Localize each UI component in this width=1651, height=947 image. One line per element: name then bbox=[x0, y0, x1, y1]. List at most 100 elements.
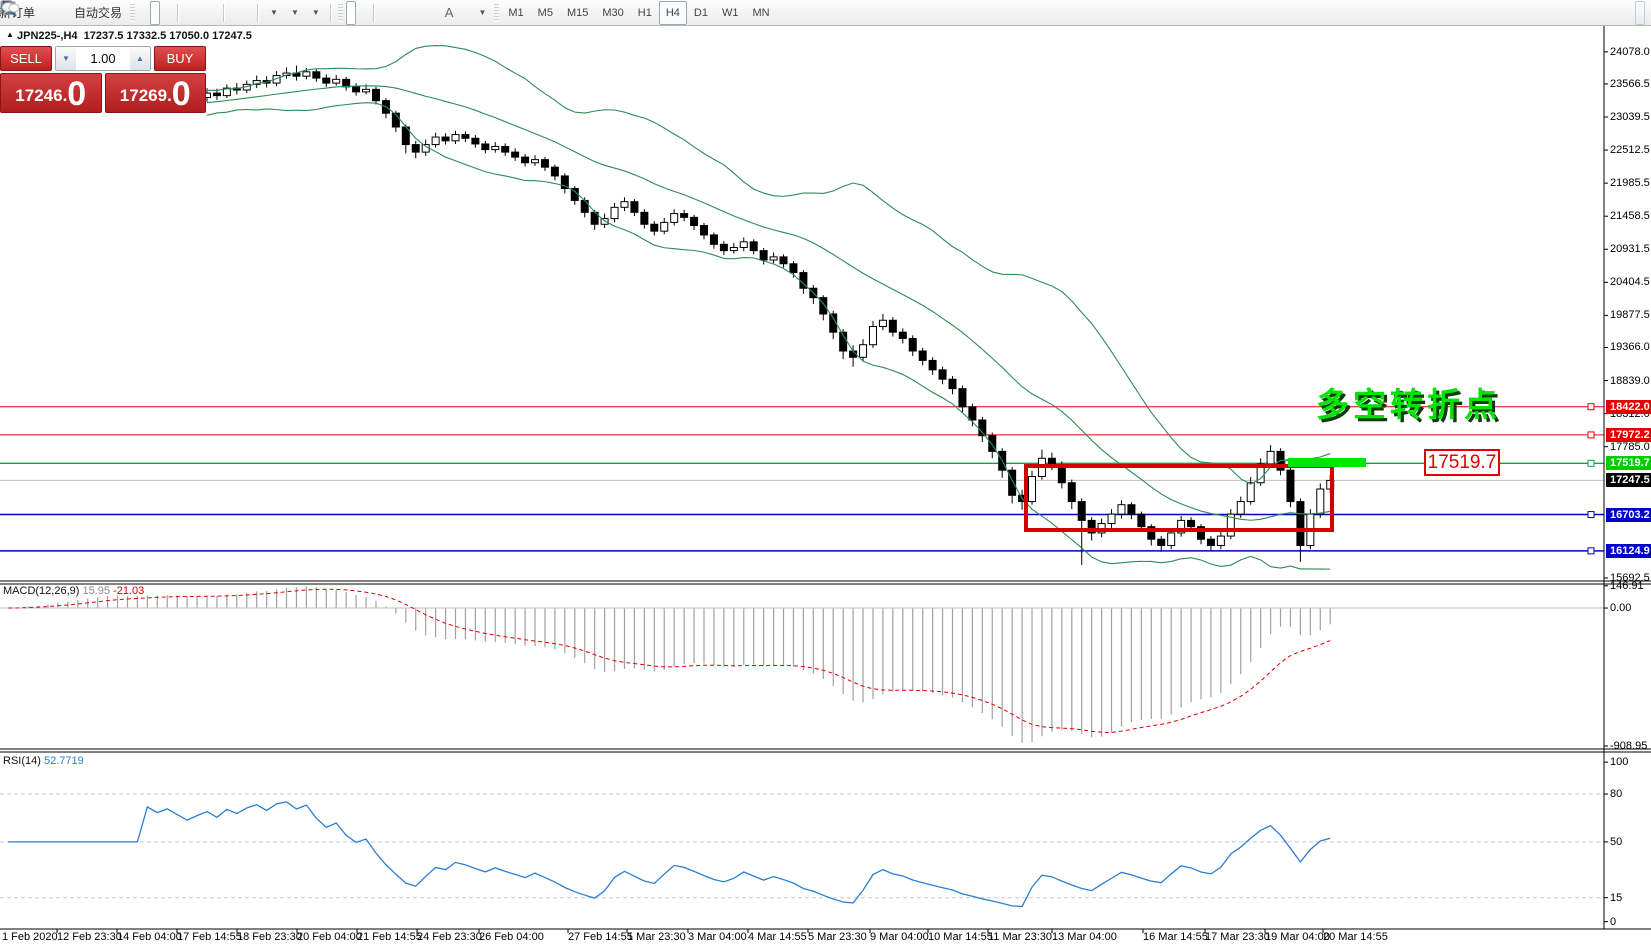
candle-body bbox=[1137, 513, 1146, 528]
search-button[interactable] bbox=[1, 1, 1633, 25]
macd-indicator-label: MACD(12,26,9) 15.95 -21.03 bbox=[3, 585, 145, 597]
time-label: 19 Mar 04:00 bbox=[1265, 931, 1330, 943]
hline-handle[interactable] bbox=[1587, 431, 1595, 439]
price-badge-17519.7: 17519.7 bbox=[1606, 456, 1651, 471]
timeframe-button-m15[interactable]: M15 bbox=[566, 6, 589, 19]
timeframe-button-m30[interactable]: M30 bbox=[602, 6, 624, 19]
candle-body bbox=[501, 145, 510, 153]
channel-tool-button[interactable]: E bbox=[0, 1, 426, 25]
auto-scroll-button[interactable] bbox=[1, 1, 240, 25]
candle-body bbox=[521, 156, 530, 164]
bollinger-lower bbox=[206, 102, 1331, 570]
volume-increase-button[interactable]: ▲ bbox=[130, 47, 150, 70]
candle-body bbox=[709, 234, 718, 245]
tile-windows-button[interactable] bbox=[0, 1, 218, 25]
auto-trading-button[interactable]: 自动交易 bbox=[0, 1, 127, 25]
timeframe-button-m5[interactable]: M5 bbox=[537, 6, 553, 19]
time-label: 4 Mar 14:55 bbox=[748, 931, 807, 943]
turning-point-annotation[interactable]: 多空转折点 bbox=[1316, 386, 1501, 423]
candle-body bbox=[610, 206, 619, 220]
candle-body bbox=[1167, 532, 1176, 546]
trendline-tool-button[interactable] bbox=[1, 1, 414, 25]
arrows-tool-button[interactable]: ▼ bbox=[1, 1, 491, 25]
price-tick-label: 24078.0 bbox=[1610, 45, 1650, 58]
price-callout-label[interactable]: 17519.7 bbox=[1424, 449, 1500, 476]
text-tool-button[interactable]: A bbox=[440, 1, 459, 25]
timeframe-button-d1[interactable]: D1 bbox=[693, 6, 708, 19]
candle-body bbox=[580, 199, 589, 213]
candle-body bbox=[1206, 538, 1215, 546]
template-button[interactable]: ▼ bbox=[0, 1, 325, 25]
toolbar-grip bbox=[130, 3, 136, 22]
hline-handle[interactable] bbox=[1587, 547, 1595, 555]
candle-body bbox=[302, 71, 311, 77]
label-tool-button[interactable]: T bbox=[0, 1, 470, 25]
timeframe-button-m1[interactable]: M1 bbox=[508, 6, 524, 19]
time-label: 21 Feb 14:55 bbox=[357, 931, 422, 943]
timeframe-button-w1[interactable]: W1 bbox=[721, 6, 739, 19]
candle-body bbox=[819, 297, 828, 315]
volume-input[interactable]: 1.00 bbox=[90, 51, 116, 66]
sell-price-box[interactable]: 17246. 0 bbox=[0, 73, 102, 113]
zoom-in-button[interactable] bbox=[1, 1, 194, 25]
sell-button[interactable]: SELL bbox=[0, 46, 52, 71]
vertical-line-tool-button[interactable] bbox=[4, 1, 390, 25]
timeframe-button-mn[interactable]: MN bbox=[752, 6, 770, 19]
candlestick-chart-button[interactable] bbox=[1, 0, 161, 25]
candle-body bbox=[1087, 519, 1096, 534]
candle-body bbox=[1067, 482, 1076, 503]
toolbar-grip bbox=[337, 3, 343, 22]
candle-body bbox=[789, 263, 798, 274]
rsi-tick-label: 80 bbox=[1610, 788, 1623, 801]
cursor-tool-button[interactable] bbox=[3, 0, 356, 25]
zoom-out-button[interactable] bbox=[1, 1, 206, 25]
candle-body bbox=[1107, 513, 1116, 525]
time-label: 12 Feb 23:30 bbox=[57, 931, 122, 943]
chart-window[interactable]: ▲ JPN225-,H4 17237.5 17332.5 17050.0 172… bbox=[0, 26, 1651, 947]
bar-chart-button[interactable] bbox=[1, 1, 148, 25]
candle-body bbox=[362, 88, 371, 93]
chart-title: ▲ JPN225-,H4 17237.5 17332.5 17050.0 172… bbox=[6, 30, 252, 42]
price-tick-label: 19877.5 bbox=[1610, 309, 1650, 322]
time-label: 20 Feb 04:00 bbox=[297, 931, 362, 943]
candle-body bbox=[1236, 501, 1245, 515]
line-chart-button[interactable] bbox=[1, 1, 172, 25]
timeframe-button-h1[interactable]: H1 bbox=[637, 6, 652, 19]
time-label: 10 Mar 14:55 bbox=[928, 931, 993, 943]
hline-handle[interactable] bbox=[1587, 511, 1595, 519]
crosshair-tool-button[interactable] bbox=[1, 1, 368, 25]
chart-canvas[interactable] bbox=[0, 26, 1651, 947]
fibonacci-tool-button[interactable]: F bbox=[1, 1, 438, 25]
time-label: 20 Mar 14:55 bbox=[1323, 931, 1388, 943]
consolidation-range-box[interactable] bbox=[1024, 464, 1334, 532]
data-window-button[interactable] bbox=[0, 1, 52, 25]
price-tick-label: 15692.5 bbox=[1610, 571, 1650, 584]
chart-shift-button[interactable] bbox=[1, 1, 252, 25]
chevron-down-icon: ▼ bbox=[290, 8, 299, 17]
hline-handle[interactable] bbox=[1587, 459, 1595, 467]
volume-decrease-button[interactable]: ▼ bbox=[56, 47, 76, 70]
buy-button[interactable]: BUY bbox=[154, 46, 206, 71]
rsi-tick-label: 0 bbox=[1610, 915, 1617, 928]
volume-box: ▼ 1.00 ▲ bbox=[55, 46, 151, 71]
time-label: 18 Feb 23:30 bbox=[237, 931, 302, 943]
buy-price-box[interactable]: 17269. 0 bbox=[104, 73, 206, 113]
candle-body bbox=[471, 137, 480, 145]
chevron-down-icon: ▼ bbox=[311, 8, 320, 17]
price-tick-label: 21985.5 bbox=[1610, 177, 1650, 190]
time-label: 1 Feb 2020 bbox=[2, 931, 58, 943]
signal-button[interactable] bbox=[1, 1, 64, 25]
timeframe-button-h4[interactable]: H4 bbox=[658, 0, 687, 25]
candle-body bbox=[342, 78, 351, 88]
new-chart-button[interactable]: ▼ bbox=[1, 0, 283, 25]
candle-body bbox=[431, 136, 440, 146]
time-label: 9 Mar 04:00 bbox=[870, 931, 929, 943]
periods-button[interactable]: ▼ bbox=[1, 1, 304, 25]
horizontal-line-tool-button[interactable] bbox=[1, 1, 402, 25]
hline-handle[interactable] bbox=[1587, 403, 1595, 411]
text-tool-icon: A bbox=[444, 5, 454, 20]
breakout-highlight-bar[interactable] bbox=[1288, 458, 1366, 467]
chat-button[interactable] bbox=[1, 0, 1645, 25]
price-tick-label: 23039.5 bbox=[1610, 111, 1650, 123]
